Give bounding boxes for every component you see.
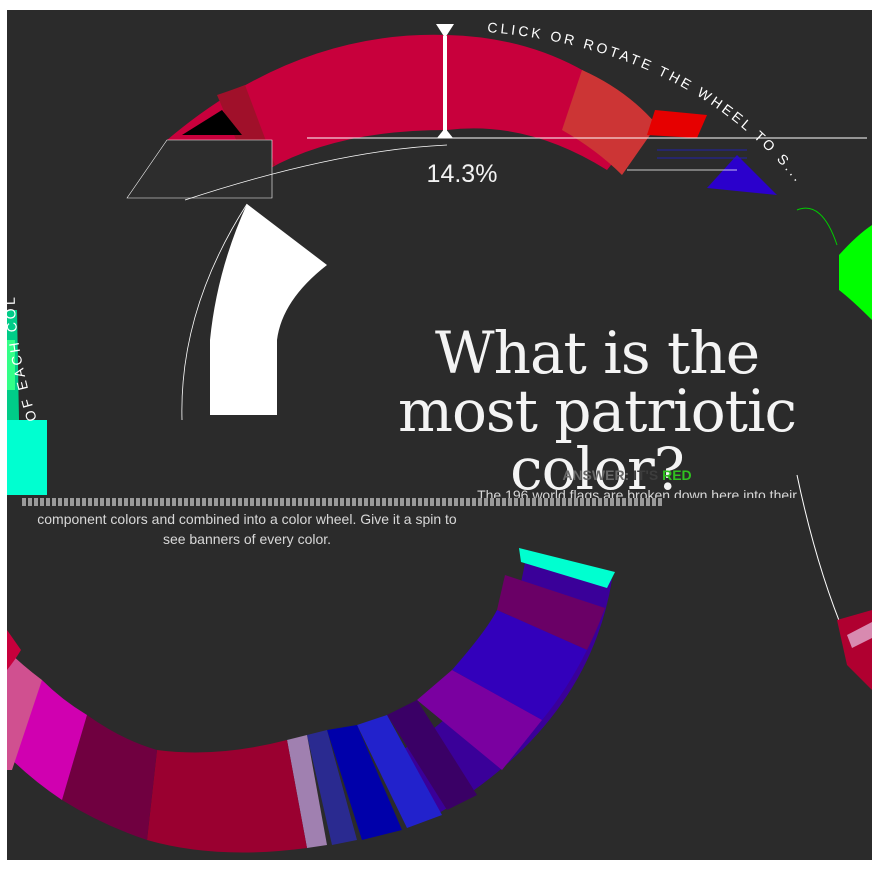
description-line-2: component colors and combined into a col… [37,511,457,547]
green-segment [839,225,872,320]
answer-prefix: IT'S [633,467,659,483]
description-line-1: The 196 world flags are broken down here… [477,487,797,503]
black-triangle-segment [182,110,242,135]
color-wheel-panel: CLICK OR ROTATE THE WHEEL TO S... OF EAC… [7,10,872,860]
cyan-segment [7,420,47,495]
bottom-ring[interactable] [7,548,615,853]
right-red-segment [837,610,872,690]
blue-triangle-segment [707,155,777,195]
selection-percentage: 14.3% [426,160,498,188]
white-segment [210,204,327,415]
headline: What is the most patriotic color? [398,319,797,503]
top-ring[interactable] [126,34,867,199]
scanline-artifact [22,498,662,506]
answer-label: ANSWER: [562,467,630,483]
color-wheel[interactable]: CLICK OR ROTATE THE WHEEL TO S... OF EAC… [7,10,872,860]
gray-block [126,139,273,199]
red-triangle-segment [647,110,707,138]
red-segment [167,34,647,170]
answer-line: ANSWER: IT'S RED [477,467,777,483]
selection-marker[interactable] [436,24,454,138]
red-orange-segment [562,70,657,175]
answer-color-word: RED [662,467,692,483]
